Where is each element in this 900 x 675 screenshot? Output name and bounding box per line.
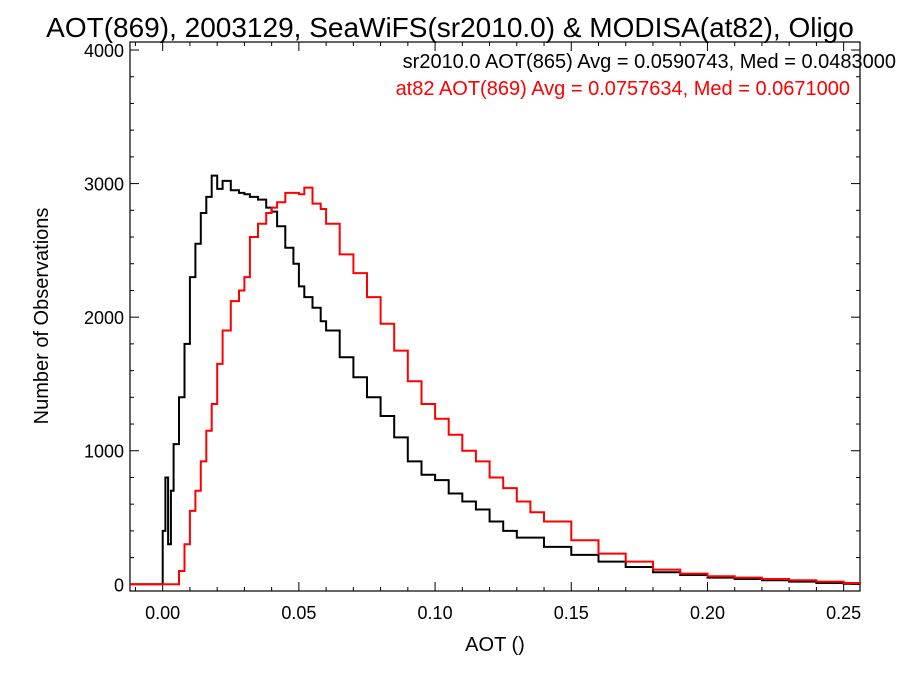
plot-frame xyxy=(129,41,861,592)
series-line-2 xyxy=(130,186,861,586)
y-tick-label: 3000 xyxy=(84,175,124,195)
x-tick-label: 0.05 xyxy=(281,603,316,623)
series-line-1 xyxy=(130,174,861,586)
y-tick-label: 1000 xyxy=(84,442,124,462)
y-tick-label: 4000 xyxy=(84,41,124,61)
x-tick-label: 0.15 xyxy=(554,603,589,623)
y-tick-label: 2000 xyxy=(84,308,124,328)
x-tick-label: 0.10 xyxy=(418,603,453,623)
chart-title: AOT(869), 2003129, SeaWiFS(sr2010.0) & M… xyxy=(46,12,854,43)
x-tick-label: 0.00 xyxy=(145,603,180,623)
x-axis-label: AOT () xyxy=(465,634,525,656)
y-axis-label: Number of Observations xyxy=(31,208,53,425)
axis-ticks: 0.00 0.05 0.10 0.15 0.20 0.25 0 1000 2000 3000 400… xyxy=(84,41,861,623)
legend-entry-series-2: at82 AOT(869) Avg = 0.0757634, Med = 0.0… xyxy=(396,78,850,100)
x-tick-label: 0.20 xyxy=(690,603,725,623)
x-tick-label: 0.25 xyxy=(826,603,861,623)
y-tick-label: 0 xyxy=(114,575,124,595)
legend-entry-series-1: sr2010.0 AOT(865) Avg = 0.0590743, Med =… xyxy=(403,51,896,73)
series-layer xyxy=(130,174,861,586)
